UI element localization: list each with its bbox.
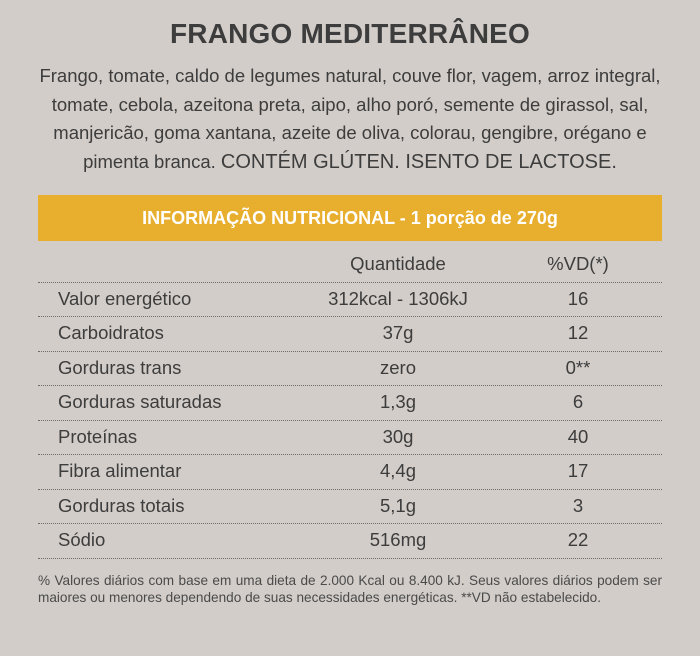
nutrient-amount: zero [380, 356, 416, 378]
nutrition-header: INFORMAÇÃO NUTRICIONAL - 1 porção de 270… [38, 195, 662, 241]
nutrition-table: Quantidade %VD(*) Valor energético 312kc… [38, 248, 662, 559]
nutrient-dv: 16 [567, 287, 589, 309]
nutrient-name: Carboidratos [58, 322, 164, 343]
table-row: Carboidratos 37g 12 [38, 317, 662, 352]
table-row: Gorduras totais 5,1g 3 [38, 490, 662, 524]
nutrient-name: Gorduras totais [58, 494, 185, 516]
nutrient-amount: 516mg [369, 529, 427, 550]
nutrient-name: Fibra alimentar [58, 460, 182, 481]
ingredients-text: Frango, tomate, caldo de legumes natural… [22, 62, 678, 176]
product-title: FRANGO MEDITERRÂNEO [169, 18, 531, 49]
table-row: Gorduras trans zero 0** [38, 352, 662, 386]
nutrient-name: Gorduras trans [58, 356, 182, 378]
allergen-warning: CONTÉM GLÚTEN. ISENTO DE LACTOSE. [220, 150, 617, 173]
nutrient-amount: 37g [382, 322, 414, 343]
nutrient-name: Gorduras saturadas [58, 391, 222, 412]
column-header-dv: %VD(*) [547, 253, 609, 274]
nutrient-dv: 17 [567, 460, 589, 481]
table-row: Gorduras saturadas 1,3g 6 [38, 386, 662, 421]
nutrient-dv: 0** [565, 356, 591, 378]
table-row: Proteínas 30g 40 [38, 421, 662, 455]
nutrient-dv: 3 [572, 494, 584, 516]
table-row: Sódio 516mg 22 [38, 524, 662, 559]
footnote: % Valores diários com base em uma dieta … [38, 573, 662, 605]
column-header-amount: Quantidade [350, 253, 446, 274]
nutrient-amount: 4,4g [379, 460, 416, 481]
nutrient-dv: 40 [567, 425, 589, 447]
nutrient-dv: 6 [572, 391, 584, 412]
nutrient-amount: 5,1g [379, 494, 416, 516]
table-header-row: Quantidade %VD(*) [38, 248, 662, 283]
nutrient-amount: 312kcal - 1306kJ [328, 287, 468, 309]
ingredients-list: Frango, tomate, caldo de legumes natural… [39, 65, 661, 172]
nutrient-amount: 30g [382, 425, 414, 447]
nutrient-dv: 22 [567, 529, 589, 550]
nutrient-name: Proteínas [58, 425, 138, 447]
nutrient-name: Valor energético [58, 287, 192, 309]
nutrient-amount: 1,3g [379, 391, 416, 412]
nutrient-dv: 12 [567, 322, 589, 343]
table-row: Valor energético 312kcal - 1306kJ 16 [38, 283, 662, 317]
nutrient-name: Sódio [58, 529, 106, 550]
table-row: Fibra alimentar 4,4g 17 [38, 455, 662, 490]
